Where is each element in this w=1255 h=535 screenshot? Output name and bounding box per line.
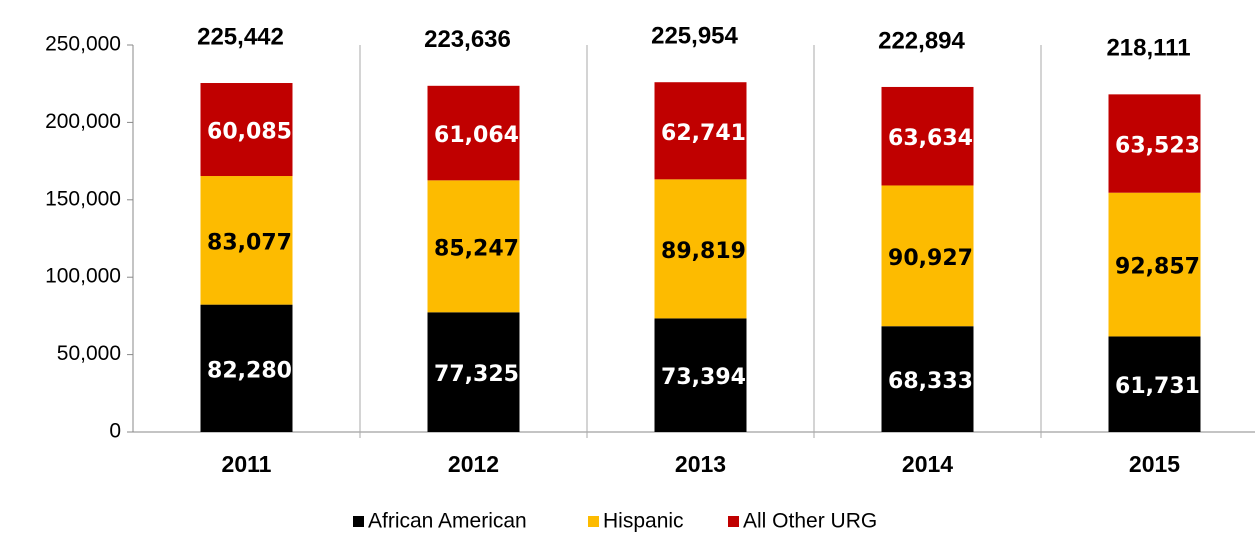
data-label: 60,085 <box>207 120 292 145</box>
data-label: 61,731 <box>1115 374 1200 399</box>
bar-segment <box>1108 192 1201 337</box>
x-tick-label: 2013 <box>675 451 726 477</box>
bar-segment <box>200 304 293 432</box>
bar-segment <box>1108 94 1201 193</box>
bar-segment <box>427 85 520 181</box>
data-label: 63,634 <box>888 126 973 151</box>
bar-segment <box>654 82 747 180</box>
y-tick-label: 250,000 <box>45 33 121 56</box>
data-label: 89,819 <box>661 239 746 264</box>
data-label: 63,523 <box>1115 134 1200 159</box>
x-tick-label: 2012 <box>448 451 499 477</box>
total-label: 218,111 <box>1106 35 1190 62</box>
bar-segment <box>1108 336 1201 432</box>
bar-segment <box>427 312 520 432</box>
bar-segment <box>200 176 293 305</box>
total-label: 225,954 <box>651 23 738 50</box>
bar-segment <box>881 185 974 327</box>
bar-segment <box>881 86 974 186</box>
data-label: 73,394 <box>661 365 746 390</box>
y-tick-label: 150,000 <box>45 187 121 210</box>
legend-label: All Other URG <box>743 510 877 533</box>
bar-segment <box>200 83 293 177</box>
y-tick-label: 50,000 <box>57 342 121 365</box>
data-label: 82,280 <box>207 358 292 383</box>
legend-label: Hispanic <box>603 510 684 533</box>
legend-swatch <box>588 516 599 527</box>
data-label: 85,247 <box>434 236 519 261</box>
data-label: 62,741 <box>661 121 746 146</box>
total-label: 223,636 <box>424 26 511 53</box>
bar-segment <box>654 179 747 319</box>
bar-segment <box>427 180 520 313</box>
data-label: 83,077 <box>207 230 292 255</box>
legend-label: African American <box>368 510 527 533</box>
data-label: 77,325 <box>434 362 519 387</box>
data-label: 92,857 <box>1115 255 1200 280</box>
y-tick-label: 100,000 <box>45 265 121 288</box>
legend-swatch <box>728 516 739 527</box>
bar-segment <box>654 318 747 432</box>
x-tick-label: 2015 <box>1129 451 1180 477</box>
legend-swatch <box>353 516 364 527</box>
data-label: 90,927 <box>888 246 973 271</box>
y-tick-label: 200,000 <box>45 110 121 133</box>
data-label: 68,333 <box>888 369 973 394</box>
x-tick-label: 2011 <box>222 451 272 477</box>
y-tick-label: 0 <box>109 420 121 443</box>
data-label: 61,064 <box>434 123 519 148</box>
x-tick-label: 2014 <box>902 451 953 477</box>
bar-segment <box>881 326 974 432</box>
total-label: 222,894 <box>878 27 965 54</box>
total-label: 225,442 <box>197 23 284 50</box>
